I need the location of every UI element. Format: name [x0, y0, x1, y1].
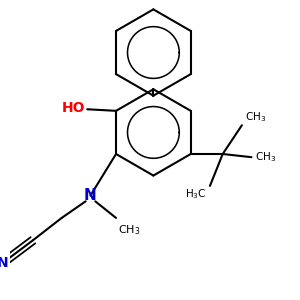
Text: N: N [0, 256, 8, 270]
Text: N: N [84, 188, 97, 203]
Text: H$_3$C: H$_3$C [185, 188, 207, 201]
Text: CH$_3$: CH$_3$ [118, 223, 140, 236]
Text: HO: HO [62, 101, 86, 115]
Text: CH$_3$: CH$_3$ [255, 150, 276, 164]
Text: CH$_3$: CH$_3$ [245, 110, 266, 124]
